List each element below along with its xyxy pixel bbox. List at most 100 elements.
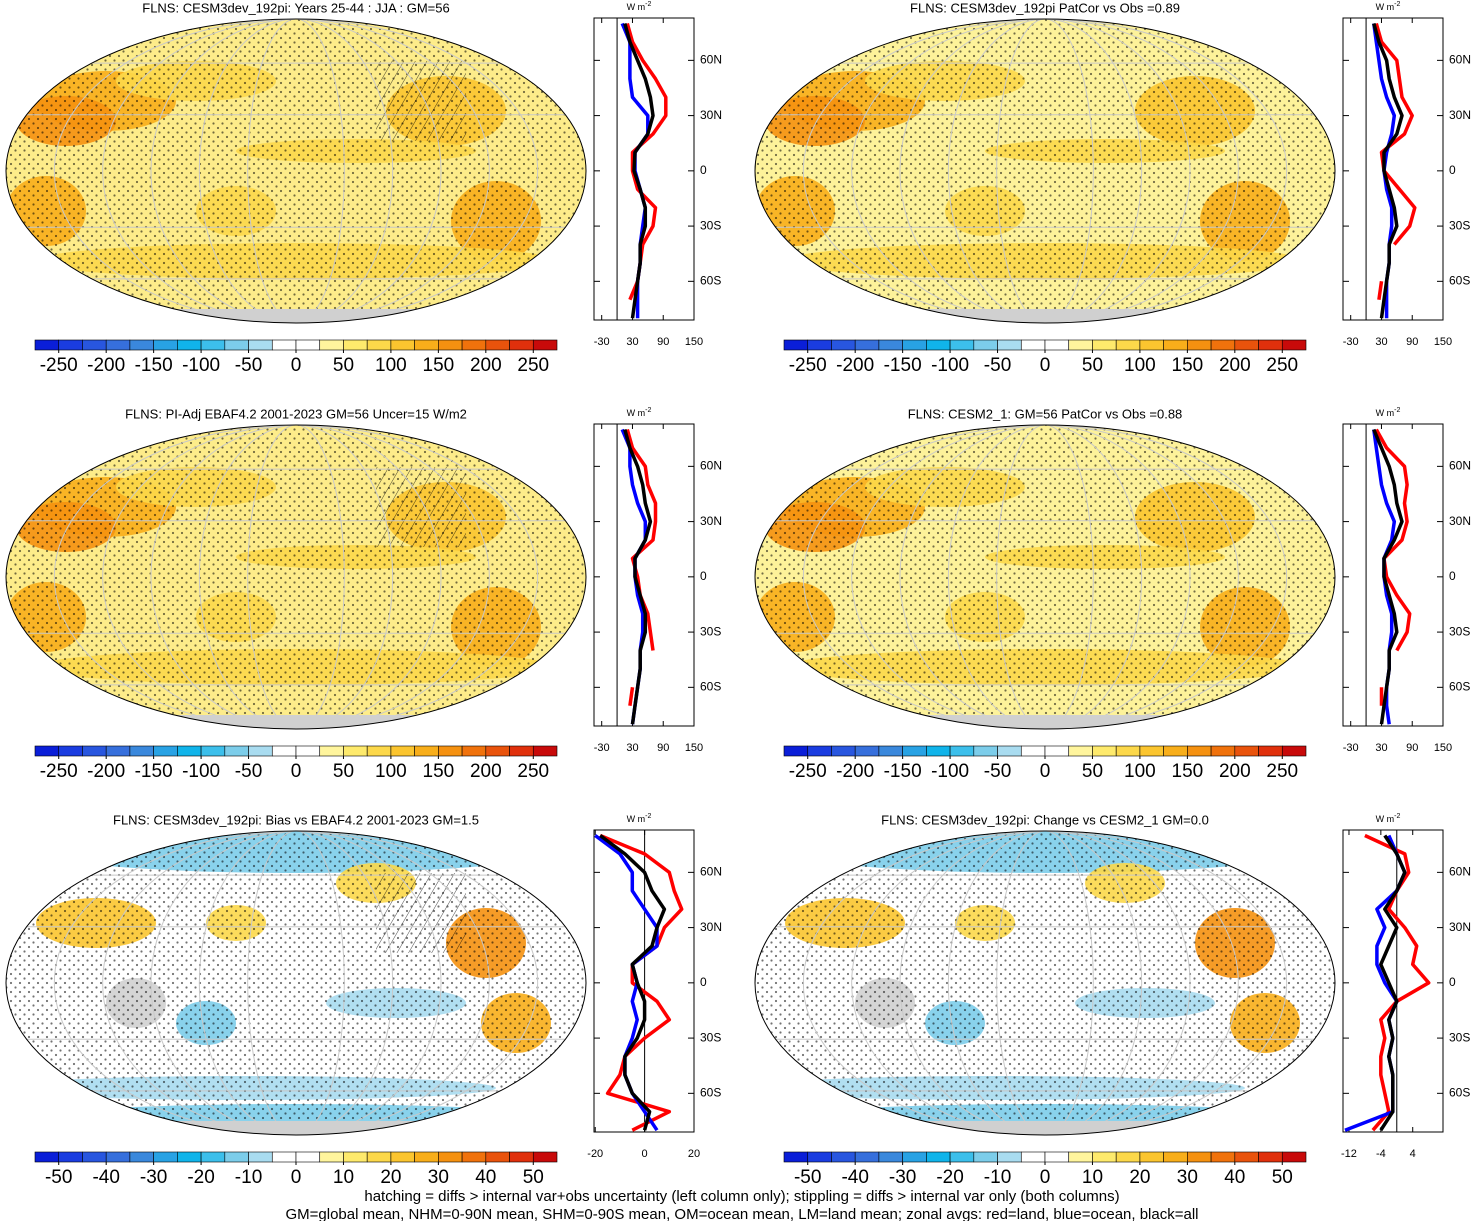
colorbar-label: -50 <box>984 355 1011 376</box>
colorbar-box <box>902 1151 927 1163</box>
colorbar-label: 50 <box>1082 761 1103 782</box>
colorbar-box <box>1115 745 1141 757</box>
colorbar-box <box>438 745 463 757</box>
colorbar-label: -30 <box>140 1167 167 1188</box>
panel-title: FLNS: CESM3dev_192pi PatCor vs Obs =0.89 <box>910 0 1180 15</box>
colorbar-box <box>366 339 392 351</box>
antarctica <box>6 715 586 729</box>
colorbar-label: -250 <box>789 761 827 782</box>
colorbar-box <box>1187 745 1212 757</box>
y-tick-label: 30N <box>700 920 722 934</box>
colorbar-label: 0 <box>291 761 302 782</box>
colorbar-label: -100 <box>182 355 220 376</box>
colorbar-label: 30 <box>428 1167 449 1188</box>
x-tick-label: -30 <box>594 742 610 754</box>
colorbar-label: -50 <box>794 1167 821 1188</box>
units-label: W m-2 <box>1376 1 1401 13</box>
colorbar-label: 100 <box>375 355 407 376</box>
map-stipple <box>755 19 1335 323</box>
colorbar-box <box>532 339 558 351</box>
colorbar-box <box>949 745 975 757</box>
colorbar-label: 30 <box>1177 1167 1198 1188</box>
colorbar-label: -50 <box>45 1167 72 1188</box>
x-tick-label: 20 <box>688 1148 700 1160</box>
y-tick-label: 60S <box>1449 680 1470 694</box>
meridian <box>53 425 539 729</box>
colorbar-box <box>1020 1151 1046 1163</box>
x-tick-label: 90 <box>1406 742 1418 754</box>
colorbar-label: -200 <box>836 355 874 376</box>
units-exponent: -2 <box>645 1 651 8</box>
colorbar-box <box>224 339 249 351</box>
map-outline <box>5 424 587 730</box>
x-tick-label: 150 <box>1434 742 1452 754</box>
meridian <box>996 425 1094 729</box>
colorbar-box <box>271 1151 297 1163</box>
colorbar-box <box>485 339 510 351</box>
colorbar-box <box>295 339 321 351</box>
colorbar-label: 20 <box>380 1167 401 1188</box>
colorbar-label: 200 <box>1219 761 1251 782</box>
colorbar-label: -20 <box>187 1167 214 1188</box>
colorbar-label: -40 <box>841 1167 868 1188</box>
colorbar-box <box>129 745 154 757</box>
map-outline <box>754 830 1336 1136</box>
y-tick-label: 60N <box>1449 53 1471 67</box>
colorbar-label: 100 <box>1124 355 1156 376</box>
colorbar-box <box>854 1151 880 1163</box>
meridian <box>198 831 394 1135</box>
x-tick-label: 150 <box>685 336 703 348</box>
colorbar-box <box>82 1151 107 1163</box>
meridian <box>899 425 1191 729</box>
colorbar-box <box>1139 1151 1164 1163</box>
map <box>6 19 586 323</box>
colorbar-box <box>902 745 927 757</box>
x-tick-label: 30 <box>626 336 638 348</box>
colorbar-box <box>319 745 344 757</box>
colorbar-box <box>248 1151 273 1163</box>
colorbar-box <box>1115 339 1141 351</box>
panel: FLNS: CESM3dev_192pi: Years 25-44 : JJA … <box>5 0 722 376</box>
colorbar-label: -50 <box>235 761 262 782</box>
colorbar-box <box>949 339 975 351</box>
panel: FLNS: PI-Adj EBAF4.2 2001-2023 GM=56 Unc… <box>5 406 722 782</box>
y-tick-label: 60N <box>700 865 722 879</box>
colorbar-box <box>926 339 951 351</box>
colorbar-box <box>783 1151 809 1163</box>
map-stipple <box>6 425 586 729</box>
panel-title: FLNS: CESM3dev_192pi: Years 25-44 : JJA … <box>142 0 449 15</box>
zonal-frame <box>1342 423 1444 727</box>
colorbar-box <box>532 745 558 757</box>
colorbar-label: 150 <box>423 761 455 782</box>
panel: FLNS: CESM3dev_192pi: Bias vs EBAF4.2 20… <box>5 812 722 1188</box>
colorbar-box <box>82 745 107 757</box>
panel-title: FLNS: PI-Adj EBAF4.2 2001-2023 GM=56 Unc… <box>125 406 467 421</box>
meridian <box>899 19 1191 323</box>
y-tick-label: 0 <box>1449 163 1456 177</box>
colorbar-box <box>319 339 344 351</box>
colorbar-box <box>831 745 856 757</box>
panel-title: FLNS: CESM3dev_192pi: Bias vs EBAF4.2 20… <box>113 812 479 827</box>
antarctica <box>6 1121 586 1135</box>
colorbar-box <box>1044 745 1070 757</box>
colorbar-box <box>224 745 249 757</box>
x-tick-label: 30 <box>1375 336 1387 348</box>
colorbar-box <box>319 1151 344 1163</box>
colorbar-box <box>105 339 131 351</box>
colorbar-box <box>1068 1151 1093 1163</box>
colorbar-box <box>1210 339 1236 351</box>
colorbar-label: 50 <box>333 355 354 376</box>
colorbar-label: -50 <box>984 761 1011 782</box>
zonal-line <box>623 23 655 319</box>
colorbar-label: 0 <box>1040 761 1051 782</box>
x-tick-label: -12 <box>1341 1148 1357 1160</box>
x-tick-label: -30 <box>1343 336 1359 348</box>
colorbar-label: -50 <box>235 355 262 376</box>
units-base: W m <box>1376 814 1395 824</box>
zonal-line <box>599 834 667 1131</box>
colorbar-box <box>1163 1151 1188 1163</box>
colorbar-box <box>1281 339 1307 351</box>
colorbar-box <box>248 339 273 351</box>
units-exponent: -2 <box>1394 813 1400 820</box>
map-outline <box>5 830 587 1136</box>
